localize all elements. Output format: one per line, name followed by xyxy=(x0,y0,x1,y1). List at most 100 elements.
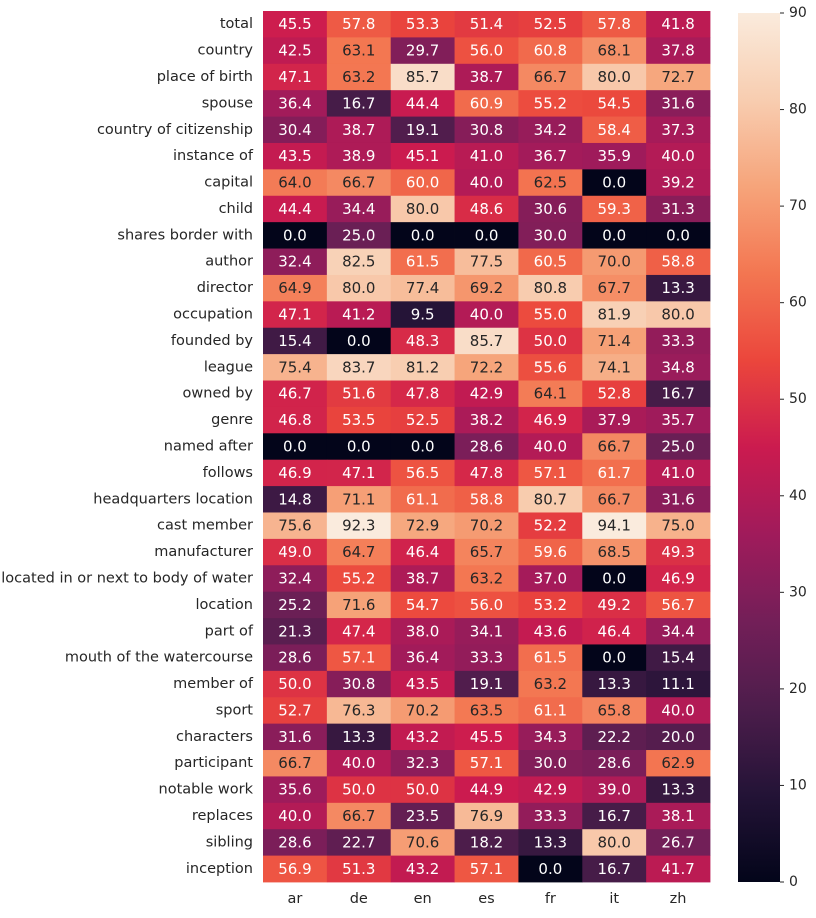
row-label: located in or next to body of water xyxy=(1,570,253,586)
cell-value-label: 71.6 xyxy=(342,596,375,614)
heatmap-cell xyxy=(263,538,328,566)
cell-value-label: 13.3 xyxy=(661,279,694,297)
cell-value-label: 19.1 xyxy=(406,121,439,139)
heatmap-cell xyxy=(582,670,647,698)
cell-value-label: 47.1 xyxy=(278,68,311,86)
cell-value-label: 0.0 xyxy=(666,226,690,244)
heatmap-cell xyxy=(582,301,647,329)
cell-value-label: 83.7 xyxy=(342,358,375,376)
heatmap-cell xyxy=(646,327,711,355)
heatmap-cell xyxy=(518,591,583,619)
cell-value-label: 82.5 xyxy=(342,253,375,271)
heatmap-cell xyxy=(518,723,583,751)
heatmap-cell xyxy=(263,380,328,408)
cell-value-label: 64.0 xyxy=(278,174,311,192)
cell-value-label: 63.2 xyxy=(534,675,567,693)
cell-value-label: 53.3 xyxy=(406,15,439,33)
heatmap-cell xyxy=(390,538,455,566)
heatmap-cell xyxy=(326,565,392,593)
cell-value-label: 55.6 xyxy=(534,358,567,376)
column-label: it xyxy=(609,891,619,907)
cell-value-label: 38.7 xyxy=(406,569,439,587)
cell-value-label: 72.7 xyxy=(661,68,694,86)
cell-value-label: 63.5 xyxy=(470,701,503,719)
heatmap-cell xyxy=(326,142,392,170)
cell-value-label: 58.8 xyxy=(470,490,503,508)
cell-value-label: 72.2 xyxy=(470,358,503,376)
colorbar-tick-label: 50 xyxy=(789,391,807,407)
cell-value-label: 0.0 xyxy=(411,438,435,456)
heatmap-cell xyxy=(582,116,647,144)
cell-value-label: 60.8 xyxy=(534,42,567,60)
row-label: named after xyxy=(164,439,253,455)
row-label: manufacturer xyxy=(154,544,253,560)
heatmap-cell xyxy=(646,116,711,144)
heatmap-cell xyxy=(390,195,455,223)
heatmap-cell xyxy=(518,11,583,38)
heatmap-cell xyxy=(582,274,647,302)
cell-value-label: 70.2 xyxy=(406,701,439,719)
colorbar-tick-label: 90 xyxy=(789,5,807,21)
heatmap-cell xyxy=(263,116,328,144)
heatmap-cell xyxy=(263,37,328,65)
cell-value-label: 35.9 xyxy=(598,147,631,165)
cell-value-label: 49.0 xyxy=(278,543,311,561)
heatmap-cell xyxy=(454,591,519,619)
cell-value-label: 34.2 xyxy=(534,121,567,139)
heatmap-cell xyxy=(454,829,519,856)
heatmap-cell xyxy=(518,459,583,487)
cell-value-label: 52.2 xyxy=(534,517,567,535)
heatmap-cell xyxy=(646,750,711,777)
cell-value-label: 63.1 xyxy=(342,42,375,60)
heatmap-cell xyxy=(326,855,392,883)
cell-value-label: 77.4 xyxy=(406,279,439,297)
cell-value-label: 0.0 xyxy=(347,332,371,350)
colorbar: 0 10 20 30 40 50 60 70 80 90 xyxy=(738,5,807,890)
heatmap-cell xyxy=(454,327,519,355)
heatmap-cell xyxy=(390,697,455,725)
cell-value-label: 44.4 xyxy=(406,94,439,112)
row-label: part of xyxy=(205,623,254,639)
row-label: genre xyxy=(211,412,253,428)
cell-value-label: 65.8 xyxy=(598,701,631,719)
heatmap-cell xyxy=(582,697,647,725)
cell-value-label: 29.7 xyxy=(406,42,439,60)
row-label: sibling xyxy=(206,834,253,850)
colorbar-tick-label: 80 xyxy=(789,102,807,118)
cell-value-label: 49.3 xyxy=(661,543,694,561)
cell-value-label: 74.1 xyxy=(598,358,631,376)
heatmap-cell xyxy=(518,248,583,276)
heatmap-cell xyxy=(390,11,455,38)
cell-value-label: 85.7 xyxy=(470,332,503,350)
heatmap-cell xyxy=(646,37,711,65)
cell-value-label: 76.3 xyxy=(342,701,375,719)
heatmap-cell xyxy=(518,644,583,672)
cell-value-label: 30.8 xyxy=(342,675,375,693)
heatmap-cell xyxy=(646,829,711,856)
heatmap-cell xyxy=(326,301,392,329)
heatmap-cell xyxy=(263,618,328,645)
cell-value-label: 63.2 xyxy=(470,569,503,587)
cell-value-label: 52.8 xyxy=(598,385,631,403)
cell-value-label: 16.7 xyxy=(598,807,631,825)
heatmap-cell xyxy=(582,37,647,65)
heatmap-cell xyxy=(263,670,328,698)
cell-value-label: 76.9 xyxy=(470,807,503,825)
heatmap-cell xyxy=(454,354,519,381)
cell-value-label: 52.5 xyxy=(406,411,439,429)
heatmap-cell xyxy=(646,776,711,804)
heatmap-cell xyxy=(454,274,519,302)
cell-value-label: 25.2 xyxy=(278,596,311,614)
heatmap-cell xyxy=(326,116,392,144)
row-label: occupation xyxy=(173,307,253,323)
row-label: instance of xyxy=(173,148,254,164)
heatmap-cell xyxy=(646,644,711,672)
heatmap-cell xyxy=(454,301,519,329)
heatmap-cell xyxy=(582,90,647,117)
cell-value-label: 30.4 xyxy=(278,121,311,139)
heatmap-cell xyxy=(518,274,583,302)
cell-value-label: 13.3 xyxy=(342,728,375,746)
colorbar-tick-label: 60 xyxy=(789,295,807,311)
cell-value-label: 19.1 xyxy=(470,675,503,693)
